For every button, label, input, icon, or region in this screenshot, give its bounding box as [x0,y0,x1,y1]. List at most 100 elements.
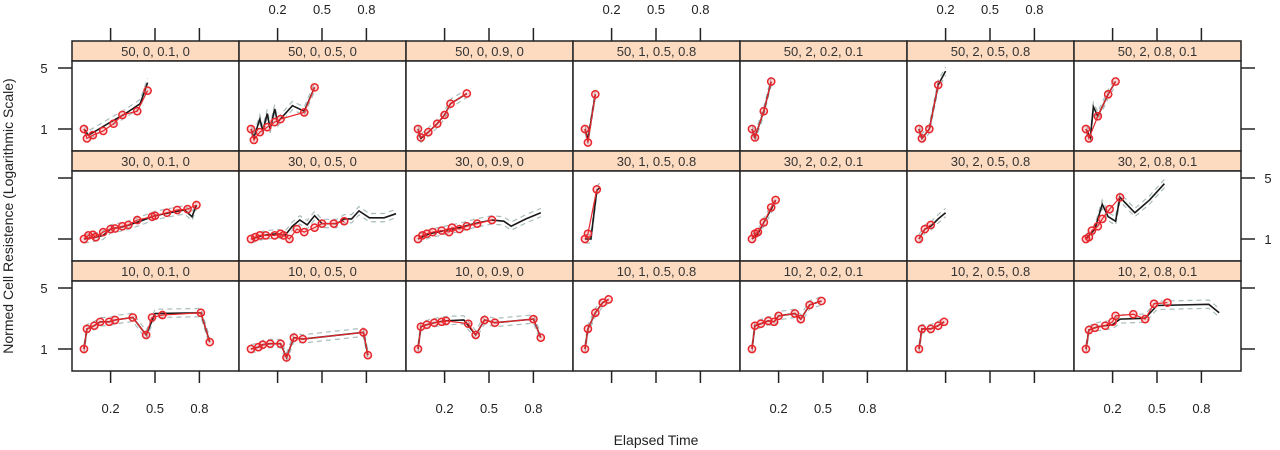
data-point [172,205,182,215]
panel: 30, 0, 0.9, 0 [405,150,574,262]
x-tick-label: 0.8 [1025,2,1043,17]
panel-frame [906,170,1075,262]
data-point [110,315,120,325]
y-tick-label: 1 [1264,232,1271,247]
interval-lower-line [751,304,822,354]
strip-label: 10, 0, 0.5, 0 [288,264,357,279]
data-point [536,333,546,342]
data-point [339,216,349,226]
data-point [150,211,160,221]
data-point [89,321,99,331]
data-point [437,226,446,235]
data-point [298,334,308,344]
strip-label: 30, 2, 0.5, 0.8 [951,154,1031,169]
data-point [1149,299,1159,309]
data-point [310,223,319,232]
data-point [141,330,151,340]
x-tick-label: 0.5 [647,2,665,17]
data-point [147,313,157,322]
strip-label: 50, 2, 0.2, 0.1 [784,44,864,59]
panel-frame [739,170,908,262]
data-point [1087,226,1097,235]
data-point [750,133,760,142]
data-point [774,311,783,321]
panel-frame [71,60,240,152]
interval-lower-line [1085,187,1165,244]
data-point [447,223,457,232]
data-point [487,215,497,225]
data-point [1140,314,1150,324]
observed-line [584,94,596,143]
data-point [432,119,442,129]
data-point [462,221,472,231]
strip-label: 50, 0, 0.5, 0 [288,44,357,59]
y-tick-label: 1 [40,342,47,357]
data-point [463,319,473,329]
data-point [920,224,930,234]
y-tick-label: 5 [40,281,47,296]
panel-frame [405,60,574,152]
data-point [329,219,339,228]
data-point [753,227,763,237]
data-point [79,124,89,134]
data-point [1100,321,1110,331]
data-point [132,106,142,116]
data-point [183,204,192,214]
data-point [98,227,108,237]
x-axis-title: Elapsed Time [614,432,699,448]
interval-lower-line [83,316,211,354]
x-tick-label: 0.8 [524,401,542,416]
data-point [480,315,489,325]
strip-label: 30, 1, 0.5, 0.8 [617,154,697,169]
data-point [590,89,600,99]
panel: 50, 0, 0.1, 0 [71,40,240,152]
strip-label: 10, 2, 0.5, 0.8 [951,264,1031,279]
interval-lower-line [584,98,596,145]
data-point [413,344,423,354]
x-tick-label: 0.8 [190,401,208,416]
axes: 0.2 0.5 0.8 0.2 0.5 0.8 0.2 0.5 0.8 0.2 0.5 0.8 0.2 0… [40,2,1271,416]
data-point [1081,344,1091,354]
panel-frame [71,170,240,262]
data-point [254,342,263,352]
data-point [462,89,472,98]
data-point [790,309,800,318]
data-point [440,110,449,120]
observed-line [250,331,369,360]
interval-upper-line [417,314,542,345]
observed-line [751,81,772,140]
data-point [428,227,438,237]
data-point [583,324,593,334]
panel: 30, 2, 0.8, 0.1 [1073,150,1242,262]
data-point [289,333,299,342]
data-point [529,314,538,324]
data-point [363,350,373,360]
strip-label: 10, 2, 0.8, 0.1 [1118,264,1198,279]
observed-line [417,318,542,350]
data-point [771,195,780,205]
data-point [276,114,285,124]
interval-lower-line [918,216,946,244]
data-point [285,234,294,244]
panel: 10, 1, 0.5, 0.8 [572,260,741,372]
data-point [446,99,455,109]
panel-frame [238,60,407,152]
data-point [422,320,432,330]
data-point [1090,323,1100,333]
data-point [926,324,936,334]
data-point [128,313,138,322]
data-point [817,296,826,306]
x-tick-label: 0.5 [981,2,999,17]
x-tick-label: 0.8 [1192,401,1210,416]
x-tick-label: 0.8 [691,2,709,17]
data-point [79,344,89,354]
interval-lower-line [1085,85,1117,144]
panel: 50, 2, 0.8, 0.1 [1073,40,1242,152]
data-point [583,229,593,239]
data-point [917,134,927,143]
y-axis-title: Normed Cell Resistence (Logarithmic Scal… [0,78,16,353]
interval-lower-line [83,208,198,244]
data-point [1103,89,1113,99]
data-point [418,231,427,240]
